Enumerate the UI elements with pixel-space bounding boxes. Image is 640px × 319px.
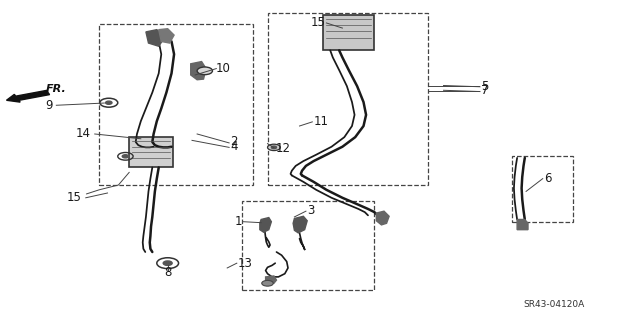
Text: 8: 8 <box>164 266 172 279</box>
Circle shape <box>268 144 280 151</box>
Text: 4: 4 <box>230 140 238 153</box>
Circle shape <box>197 67 212 75</box>
Circle shape <box>163 261 172 265</box>
Polygon shape <box>191 62 206 80</box>
Bar <box>99 24 253 185</box>
Polygon shape <box>159 29 174 43</box>
Bar <box>512 156 573 222</box>
Text: 11: 11 <box>314 115 328 128</box>
Text: 15: 15 <box>67 191 82 204</box>
Circle shape <box>262 280 273 286</box>
Text: 15: 15 <box>310 16 325 29</box>
Polygon shape <box>293 216 307 233</box>
Text: 1: 1 <box>234 215 242 228</box>
Bar <box>129 137 173 167</box>
Polygon shape <box>266 276 276 283</box>
Circle shape <box>106 101 112 104</box>
Text: 7: 7 <box>481 85 489 97</box>
Text: 9: 9 <box>45 99 52 112</box>
Text: 10: 10 <box>216 62 230 75</box>
Polygon shape <box>376 211 389 225</box>
Text: SR43-04120A: SR43-04120A <box>523 300 584 309</box>
Text: 13: 13 <box>238 257 253 270</box>
Text: 5: 5 <box>481 80 489 93</box>
Circle shape <box>122 155 129 158</box>
Text: 2: 2 <box>230 136 238 148</box>
Text: 12: 12 <box>275 142 290 155</box>
Circle shape <box>271 146 276 149</box>
FancyArrow shape <box>6 90 49 102</box>
Text: 6: 6 <box>544 172 552 185</box>
Bar <box>242 201 374 290</box>
Polygon shape <box>517 219 528 230</box>
Bar <box>268 13 428 185</box>
Text: 3: 3 <box>307 204 315 217</box>
Text: 14: 14 <box>76 128 91 140</box>
Polygon shape <box>146 30 165 46</box>
Bar <box>323 15 374 50</box>
Text: FR.: FR. <box>46 84 67 94</box>
Polygon shape <box>260 218 271 232</box>
